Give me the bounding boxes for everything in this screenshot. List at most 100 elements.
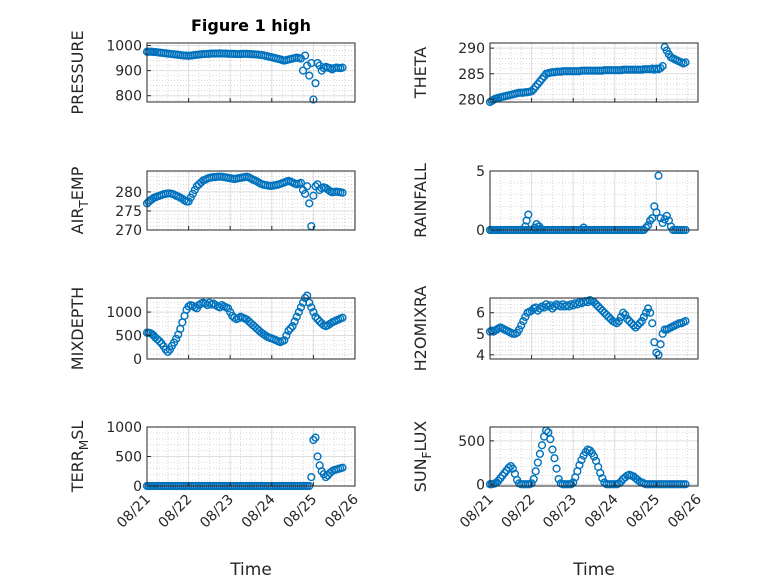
y-tick-label: 500 <box>458 434 485 450</box>
subplot-0: 800 900 1000 PRESSURE <box>68 30 356 115</box>
data-point <box>303 61 312 70</box>
data-point <box>305 199 314 208</box>
data-point <box>612 319 621 328</box>
y-tick-label: 285 <box>458 67 485 83</box>
axes-box <box>489 426 699 487</box>
data-point <box>577 455 586 465</box>
y-tick-label: 1000 <box>106 305 142 321</box>
data-point <box>596 304 605 313</box>
data-point <box>321 473 330 482</box>
data-point <box>536 224 545 233</box>
data-point <box>305 298 314 307</box>
data-point <box>635 319 644 328</box>
axes-box <box>146 42 356 103</box>
x-tick-label: 08/26 <box>665 491 705 531</box>
data-point <box>637 317 646 326</box>
x-tick-label: 08/21 <box>457 492 497 532</box>
y-tick-label: 275 <box>115 204 142 220</box>
data-point <box>531 467 540 476</box>
data-point <box>550 454 559 463</box>
data-point <box>303 182 312 191</box>
data-point <box>309 95 318 104</box>
data-point <box>658 329 667 338</box>
data-point <box>625 317 634 326</box>
y-axis-label: PRESSURE <box>68 30 87 114</box>
data-point <box>313 315 322 324</box>
x-tick-label: 08/23 <box>540 492 580 532</box>
data-point <box>542 300 551 309</box>
subplot-7: 0 500 08/21 08/22 08/23 08/24 08/25 08/26 SUNFLU… <box>411 421 705 532</box>
data-point <box>646 216 655 225</box>
y-tick-label: 500 <box>115 450 142 466</box>
series-markers <box>142 291 347 357</box>
data-point <box>548 304 557 313</box>
data-point <box>519 317 528 326</box>
axes-box <box>489 42 699 103</box>
data-point <box>323 471 333 480</box>
data-point <box>648 214 657 223</box>
y-tick-label: 500 <box>115 329 142 345</box>
data-point <box>286 324 295 333</box>
data-point <box>654 171 663 180</box>
data-point <box>575 461 584 470</box>
data-point <box>641 308 651 317</box>
data-point <box>554 474 563 484</box>
data-point <box>567 480 576 489</box>
data-point <box>643 304 653 313</box>
data-point <box>527 479 536 488</box>
axes-box <box>146 297 356 360</box>
y-axis-label: AIRTEMP <box>68 166 91 234</box>
data-point <box>662 211 671 220</box>
y-tick-label: 5 <box>476 327 485 343</box>
data-point <box>284 326 293 335</box>
data-point <box>589 452 599 461</box>
y-axis-label: TERRMSL <box>68 421 91 494</box>
y-axis-label: RAINFALL <box>411 163 430 238</box>
data-point <box>621 310 630 319</box>
data-point <box>633 475 642 485</box>
y-tick-label: 1000 <box>106 420 142 436</box>
data-point <box>296 178 306 187</box>
data-point <box>544 428 553 437</box>
x-tick-label: 08/22 <box>156 492 196 532</box>
subplot-3: 0 5 RAINFALL <box>411 163 699 239</box>
data-point <box>533 458 542 467</box>
series-markers <box>485 296 690 359</box>
data-point <box>309 191 318 200</box>
data-point <box>614 317 624 326</box>
data-point <box>569 301 578 310</box>
subplot-2: 270 275 280 AIRTEMP <box>68 166 356 239</box>
data-point <box>521 312 530 322</box>
y-tick-label: 0 <box>133 479 142 495</box>
y-tick-label: 290 <box>458 41 485 57</box>
data-point <box>303 291 312 300</box>
x-axis-label-left: Time <box>229 560 272 580</box>
y-axis-label: THETA <box>411 47 430 99</box>
y-axis-label: SUNFLUX <box>411 421 434 493</box>
x-tick-label: 08/21 <box>114 492 154 532</box>
subplot-1: 280 285 290 THETA <box>411 41 699 108</box>
y-axis-label: H2OMIXRA <box>411 286 430 372</box>
data-point <box>656 64 665 73</box>
data-point <box>515 325 524 334</box>
x-tick-label: 08/23 <box>197 492 237 532</box>
data-point <box>172 334 181 343</box>
data-point <box>656 340 665 349</box>
data-point <box>591 300 601 309</box>
x-tick-label: 08/26 <box>322 491 362 531</box>
data-point <box>305 71 314 80</box>
data-point <box>338 188 347 197</box>
series-markers <box>142 172 347 231</box>
y-tick-label: 270 <box>115 223 142 239</box>
x-tick-label: 08/25 <box>623 492 663 532</box>
data-point <box>639 312 649 322</box>
y-tick-label: 800 <box>115 89 142 105</box>
y-tick-label: 0 <box>133 352 142 368</box>
subplot-5: 4 5 6 H2OMIXRA <box>411 286 699 372</box>
data-point <box>338 313 347 322</box>
data-point <box>648 319 657 328</box>
data-point <box>681 480 690 489</box>
data-point <box>598 474 607 483</box>
x-tick-label: 08/24 <box>582 491 622 531</box>
data-point <box>527 87 536 96</box>
